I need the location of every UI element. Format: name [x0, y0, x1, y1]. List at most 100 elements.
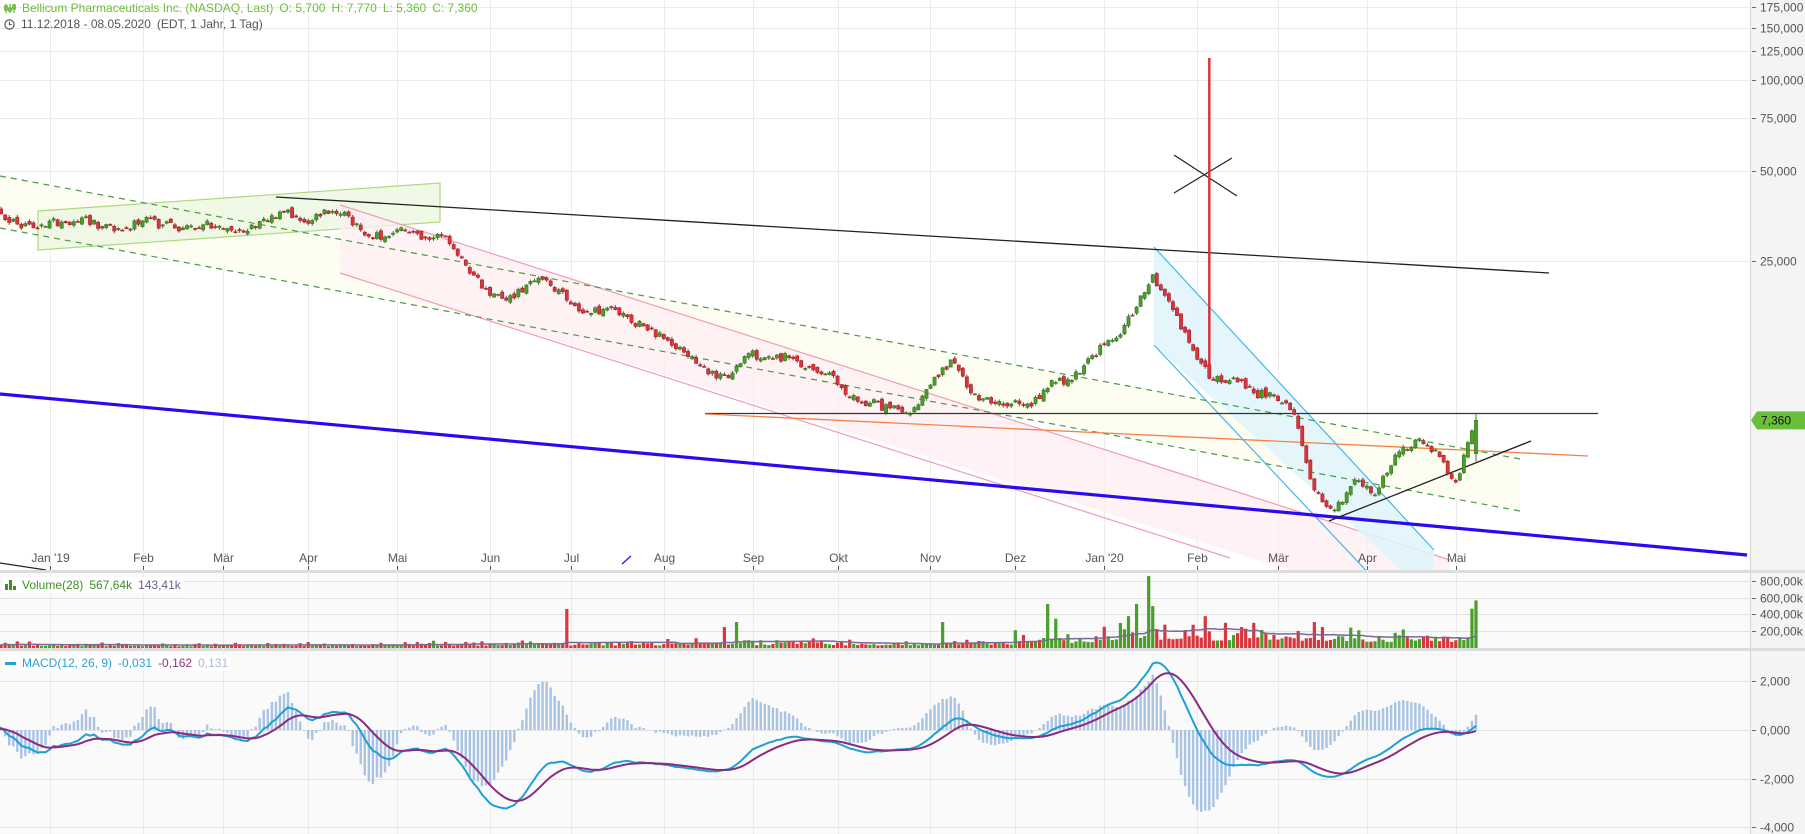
candle-body [71, 221, 76, 226]
candle-body [508, 295, 513, 303]
macd-histogram-bar [1321, 730, 1324, 750]
dashed-trendline-upper[interactable] [0, 175, 1521, 460]
month-label: Apr [299, 551, 318, 565]
macd-histogram-bar [1187, 730, 1191, 797]
dashed-trendline-lower[interactable] [0, 227, 1521, 512]
volume-bar [767, 645, 771, 648]
price-axis[interactable] [1750, 0, 1805, 570]
volume-pane[interactable] [0, 573, 1750, 648]
volume-bar [31, 645, 36, 648]
macd-pane[interactable] [0, 651, 1750, 834]
macd-tick-label: -4,000 [1760, 821, 1794, 834]
green-channel[interactable] [37, 182, 441, 251]
macd-histogram-bar [1434, 716, 1437, 730]
macd-histogram-bar [561, 705, 564, 730]
macd-histogram-bar [1446, 729, 1449, 730]
candle-body [892, 405, 897, 409]
macd-histogram-bar [719, 730, 722, 733]
macd-histogram-bar [993, 730, 997, 746]
macd-histogram-bar [783, 711, 787, 730]
volume-bar [1094, 636, 1098, 648]
macd-histogram-bar [1054, 715, 1057, 730]
candle-body [35, 227, 40, 230]
pane-divider[interactable] [0, 648, 1805, 651]
candle-body [1074, 371, 1078, 380]
candle-body [3, 214, 8, 221]
cyan-channel-upper[interactable] [1153, 246, 1435, 551]
macd-legend[interactable]: MACD(12, 26, 9) -0,031 -0,162 0,131 [2, 655, 232, 671]
macd-histogram-bar [694, 730, 698, 737]
candle-body [762, 357, 767, 361]
volume-bar [553, 642, 557, 648]
volume-bar [1191, 624, 1195, 648]
candle-body [80, 217, 84, 225]
price-tick-label: 25,000 [1760, 255, 1797, 269]
candle-body [1320, 493, 1325, 503]
candle-body [787, 355, 791, 359]
volume-bar [1187, 636, 1191, 648]
pane-divider[interactable] [0, 570, 1805, 573]
volume-bar [1405, 637, 1409, 648]
cyan-channel-lower[interactable] [1153, 344, 1375, 580]
macd-histogram-bar [480, 730, 484, 787]
volume-bar [1308, 638, 1312, 648]
blue-trendline[interactable] [0, 392, 1748, 557]
candle-body [1441, 455, 1446, 463]
candle-body [536, 277, 541, 283]
volume-bar [391, 644, 395, 648]
volume-bar [617, 642, 621, 648]
volume-bar [395, 645, 399, 648]
support-trendline[interactable] [1328, 440, 1532, 522]
macd-histogram-bar [1200, 730, 1203, 812]
volume-bar [852, 644, 856, 648]
volume-bar [1070, 642, 1074, 648]
pink-channel-lower[interactable] [339, 272, 1231, 559]
macd-histogram-bar [957, 703, 960, 730]
candle-body [96, 221, 101, 229]
candle-body [665, 337, 670, 341]
resistance-trendline[interactable] [275, 196, 1550, 274]
cross-marker[interactable] [1173, 157, 1233, 194]
volume-bar [827, 644, 832, 648]
candle-body [116, 228, 121, 230]
macd-histogram-bar [307, 730, 310, 739]
candles-icon [4, 3, 16, 13]
black-trendline-short[interactable] [0, 562, 47, 570]
volume-bar [771, 644, 775, 648]
candle-body [920, 395, 925, 406]
macd-histogram-bar [949, 696, 952, 730]
macd-histogram-bar [1284, 725, 1288, 730]
cross-marker[interactable] [1173, 154, 1238, 197]
volume-bar [157, 645, 161, 648]
candle-body [960, 367, 965, 377]
volume-bar [1425, 635, 1430, 648]
blue-dash-marker[interactable] [621, 555, 632, 565]
macd-histogram-bar [1123, 705, 1126, 730]
candle-body [504, 297, 509, 301]
volume-bar [597, 643, 601, 648]
volume-bar [759, 640, 763, 648]
pink-channel-upper[interactable] [339, 204, 1451, 561]
candle-body [738, 363, 743, 368]
volume-bar [682, 643, 686, 648]
macd-histogram-bar [1228, 730, 1231, 777]
macd-histogram-bar [804, 726, 807, 730]
candle-body [1057, 377, 1062, 381]
volume-bar [1215, 640, 1219, 648]
candle-body [985, 397, 989, 400]
candle-body [1405, 449, 1410, 451]
volume-bar [1231, 635, 1236, 648]
candle-body [1352, 479, 1357, 485]
macd-histogram-bar [1038, 728, 1041, 730]
macd-histogram-bar [1086, 710, 1090, 730]
volume-bar [1450, 641, 1454, 648]
candle-body [63, 221, 68, 224]
macd-histogram-bar [674, 730, 678, 737]
orange-trendline[interactable] [704, 413, 1589, 457]
volume-bar [953, 641, 957, 648]
chart-title: Bellicum Pharmaceuticals Inc. (NASDAQ, L… [22, 1, 274, 15]
macd-histogram-bar [876, 730, 880, 734]
volume-legend[interactable]: Volume(28) 567,64k 143,41k [2, 577, 184, 593]
candle-body [350, 216, 355, 226]
